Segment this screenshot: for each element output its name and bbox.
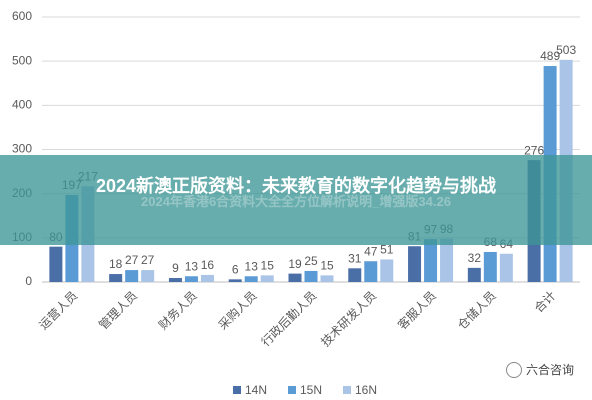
data-label: 18 [109, 257, 123, 271]
data-label: 15 [320, 259, 334, 273]
data-label: 51 [380, 243, 394, 257]
y-tick-label: 600 [12, 9, 32, 23]
x-tick-label: 采购人员 [215, 288, 260, 333]
legend-swatch [233, 386, 241, 394]
data-label: 16 [201, 258, 215, 272]
bar [467, 267, 481, 282]
bar [49, 246, 63, 282]
bar [483, 251, 497, 282]
banner: 2024年香港6合资料大全全方位解析说明_增强版34.26 2024新澳正版资料… [0, 155, 592, 245]
x-tick-label: 技术研发人员 [318, 288, 380, 350]
bar [288, 273, 302, 282]
legend-swatch [288, 386, 296, 394]
data-label: 31 [348, 251, 362, 265]
brand-icon [505, 361, 522, 378]
brand-name: 六合咨询 [525, 363, 574, 377]
data-label: 503 [556, 43, 576, 57]
data-label: 32 [468, 251, 482, 265]
bar [364, 261, 378, 282]
y-tick-label: 0 [25, 274, 32, 288]
data-label: 19 [288, 257, 302, 271]
bar [380, 259, 394, 282]
x-tick-label: 管理人员 [95, 288, 140, 333]
data-label: 6 [232, 263, 239, 277]
bar [320, 275, 334, 282]
bar [141, 270, 155, 282]
data-label: 15 [261, 259, 275, 273]
bar [424, 239, 438, 282]
x-tick-label: 行政后勤人员 [259, 288, 320, 349]
data-label: 25 [304, 254, 318, 268]
data-label: 13 [185, 259, 199, 273]
bar [125, 270, 139, 282]
brand: 六合咨询 [505, 361, 574, 378]
bar [440, 238, 454, 282]
bar [244, 276, 258, 282]
bar [200, 274, 214, 282]
legend-label: 14N [245, 383, 267, 397]
data-label: 13 [245, 259, 259, 273]
bar [228, 279, 242, 282]
data-label: 489 [540, 49, 560, 63]
bar [184, 276, 198, 282]
data-label: 47 [364, 244, 378, 258]
legend-label: 16N [355, 383, 377, 397]
x-tick-label: 仓储人员 [454, 288, 499, 333]
legend-swatch [343, 386, 351, 394]
y-tick-label: 400 [12, 98, 32, 112]
bar [348, 268, 362, 282]
bar [168, 278, 182, 282]
data-label: 9 [172, 261, 179, 275]
y-tick-label: 500 [12, 53, 32, 67]
data-label: 276 [524, 143, 544, 157]
x-tick-label: 客服人员 [394, 288, 439, 333]
watermark: 2024年香港6合资料大全全方位解析说明_增强版34.26 [141, 194, 451, 209]
bar [304, 270, 318, 282]
bar [499, 253, 513, 282]
y-tick-label: 300 [12, 142, 32, 156]
x-tick-label: 运营人员 [36, 288, 80, 332]
x-tick-label: 合计 [531, 288, 559, 316]
bar [408, 246, 422, 282]
data-label: 27 [125, 253, 139, 267]
data-label: 27 [141, 253, 155, 267]
bar [109, 274, 123, 282]
legend-label: 15N [300, 383, 322, 397]
headline: 2024新澳正版资料：未来教育的数字化趋势与挑战 [95, 176, 497, 196]
bar [260, 275, 274, 282]
x-tick-label: 财务人员 [155, 288, 200, 333]
